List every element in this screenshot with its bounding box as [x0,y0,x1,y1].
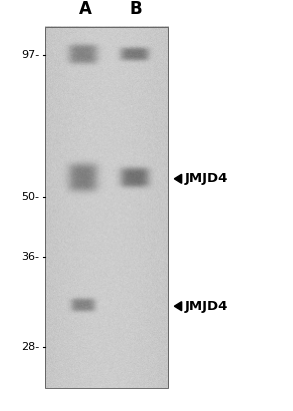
Bar [45,27,168,388]
Text: 36-: 36- [22,252,40,262]
Text: 28-: 28- [21,342,40,352]
Text: JMJD4: JMJD4 [185,172,229,185]
Polygon shape [174,174,182,183]
Text: JMJD4: JMJD4 [185,300,229,313]
Text: B: B [130,0,143,18]
Text: A: A [79,0,91,18]
Polygon shape [174,302,182,311]
Text: 50-: 50- [22,192,40,202]
Text: 97-: 97- [21,51,40,60]
